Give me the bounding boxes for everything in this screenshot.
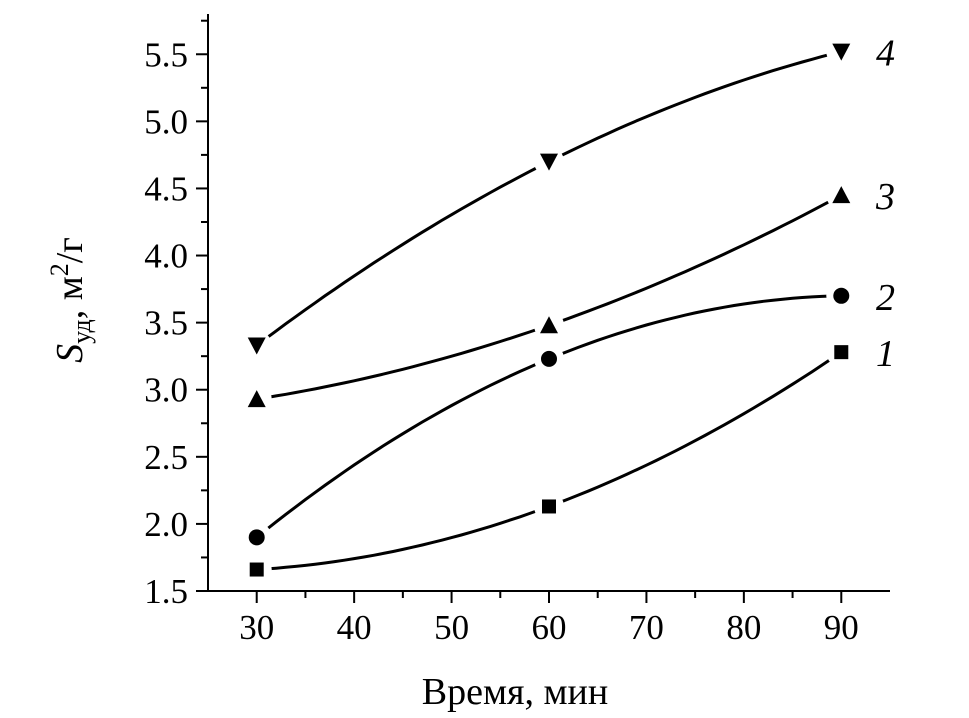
y-axis-title: Sуд, м2/г — [45, 237, 96, 363]
series-1-point — [834, 345, 849, 360]
y-axis-title-subscript: уд — [67, 319, 96, 344]
y-tick-label: 4.5 — [144, 169, 188, 208]
series-3-point — [247, 390, 266, 408]
x-tick-label: 90 — [824, 608, 859, 647]
series-3-point — [540, 316, 558, 334]
axes: 30 40 50 60 70 80 90 1.5 2.0 2.5 3.0 3.5 4.0 4.5 5.0 5.… — [144, 14, 890, 647]
y-tick-label: 3.5 — [144, 304, 188, 343]
y-tick-label: 2.5 — [144, 438, 188, 477]
series-1-point — [542, 499, 556, 514]
x-tick-label: 40 — [337, 608, 372, 647]
series-3-label: 3 — [875, 176, 895, 218]
y-axis-title-superscript: 2 — [45, 263, 74, 276]
x-tick-label: 70 — [629, 608, 664, 647]
y-tick-label: 5.0 — [144, 102, 188, 141]
series-4-point — [247, 337, 266, 355]
x-tick-label: 60 — [532, 608, 567, 647]
series-2-point — [248, 529, 265, 546]
x-axis-title: Время, мин — [422, 671, 608, 713]
series-2-point — [541, 350, 557, 367]
series-4-label: 4 — [876, 33, 895, 75]
series-2-point — [833, 287, 850, 304]
y-tick-label: 5.5 — [144, 35, 188, 74]
y-tick-label: 4.0 — [144, 237, 188, 276]
series-1-label: 1 — [876, 333, 895, 375]
x-tick-label: 80 — [726, 608, 761, 647]
series-1-point — [249, 562, 264, 577]
series-3-point — [832, 186, 851, 204]
labels: 1 2 3 4 — [875, 33, 895, 376]
series-4-point — [832, 43, 851, 61]
y-axis-title-unit-tail: /г — [49, 237, 91, 263]
y-axis-title-unit: , м — [49, 276, 91, 319]
y-axis-title-symbol: S — [49, 344, 91, 363]
x-tick-label: 50 — [434, 608, 469, 647]
y-tick-label: 3.0 — [144, 371, 188, 410]
series-2-label: 2 — [876, 277, 895, 319]
series-4-point — [540, 153, 558, 171]
y-tick-label: 2.0 — [144, 505, 188, 544]
x-tick-label: 30 — [239, 608, 274, 647]
markers — [241, 36, 857, 585]
series-1-line — [256, 350, 843, 571]
y-tick-label: 1.5 — [144, 572, 188, 611]
